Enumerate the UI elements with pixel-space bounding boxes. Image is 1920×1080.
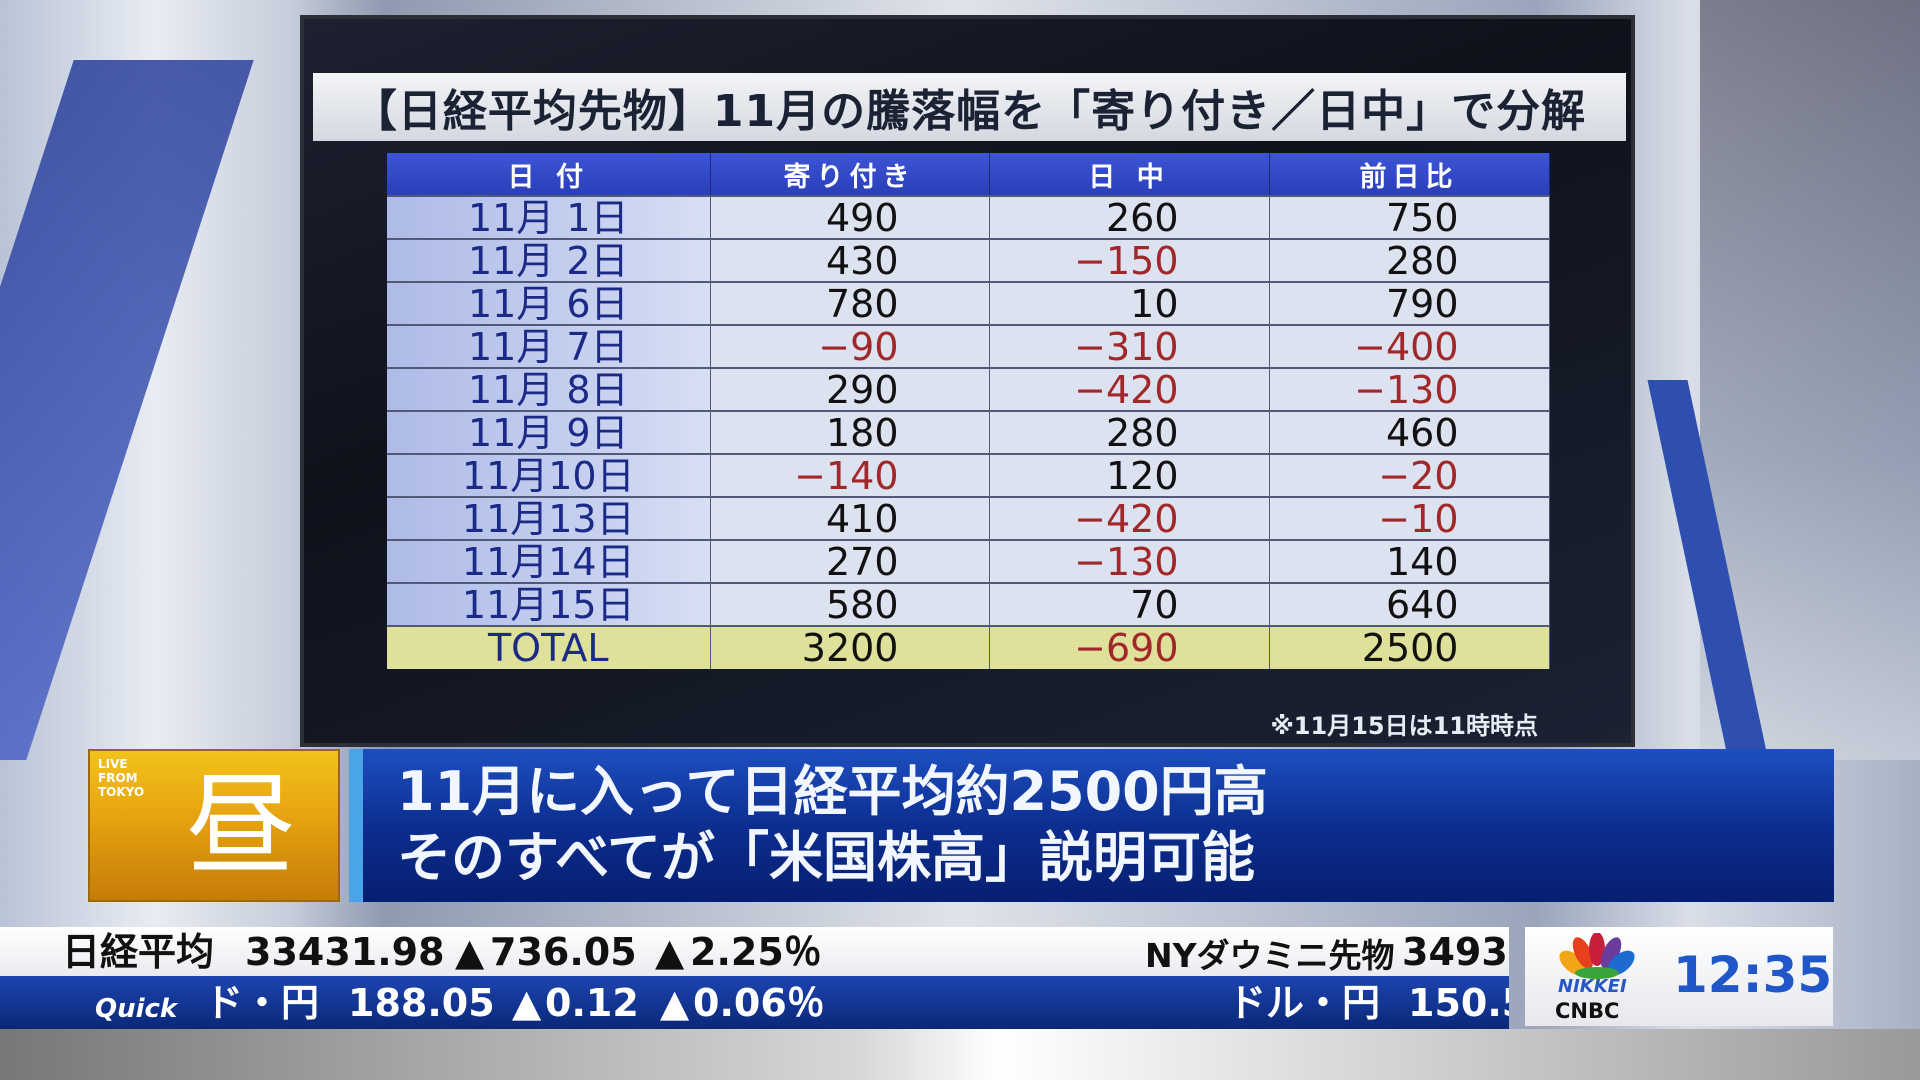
cell-date: 11月 9日 [387, 410, 711, 454]
ticker-pct: 0.06％ [693, 981, 825, 1025]
cell-change: 640 [1269, 582, 1550, 626]
cell-intraday: −420 [989, 367, 1270, 411]
ticker-pct: 2.25％ [690, 930, 822, 974]
column-header-date: 日 付 [387, 153, 711, 196]
table-row: 11月 8日 290 −420 −130 [387, 367, 1550, 411]
cell-open: 780 [710, 281, 990, 325]
table-row: 11月14日 270 −130 140 [387, 539, 1550, 583]
cell-intraday: −130 [989, 539, 1270, 583]
cell-intraday: −310 [989, 324, 1270, 368]
cell-intraday: −690 [989, 625, 1270, 669]
quick-logo: Quick [95, 994, 178, 1024]
cell-intraday: 260 [989, 195, 1270, 239]
table-row: 11月 2日 430 −150 280 [387, 238, 1550, 282]
cell-change: 280 [1269, 238, 1550, 282]
ticker-value: 33431.98 [245, 930, 445, 974]
cell-open: 430 [710, 238, 990, 282]
data-table: 日 付 寄り付き 日 中 前日比 11月 1日 490 260 750 11月 2日 43… [387, 153, 1550, 669]
ticker-change: 0.12 [545, 981, 639, 1025]
live-from-tokyo-label: LIVE FROM TOKYO [98, 757, 145, 799]
ticker-value-2: 150.5 [1408, 981, 1509, 1025]
headline-banner: 11月に入って日経平均約2500円高 そのすべてが「米国株高」説明可能 [349, 749, 1834, 902]
peacock-icon [1559, 933, 1635, 979]
cell-change: −130 [1269, 367, 1550, 411]
cell-open: 3200 [710, 625, 990, 669]
cell-open: 290 [710, 367, 990, 411]
table-row: 11月 6日 780 10 790 [387, 281, 1550, 325]
cell-intraday: −150 [989, 238, 1270, 282]
ticker-top: 日経平均 33431.98 ▲ 736.05 ▲ 2.25％ NYダウミニ先物 … [0, 927, 1509, 976]
program-badge: LIVE FROM TOKYO 昼 [88, 749, 340, 902]
column-header-intraday: 日 中 [989, 153, 1270, 196]
cell-date: 11月14日 [387, 539, 711, 583]
cell-open: 180 [710, 410, 990, 454]
cell-date: 11月 6日 [387, 281, 711, 325]
ticker-name-2: NYダウミニ先物 [1145, 936, 1395, 975]
ticker-name: 日経平均 [62, 930, 215, 974]
cell-date: 11月 8日 [387, 367, 711, 411]
column-header-change: 前日比 [1269, 153, 1550, 196]
up-arrow-icon: ▲ [660, 981, 690, 1025]
cell-intraday: 70 [989, 582, 1270, 626]
cell-date: 11月 1日 [387, 195, 711, 239]
cell-date: 11月 7日 [387, 324, 711, 368]
cell-change: 2500 [1269, 625, 1550, 669]
footnote: ※11月15日は11時時点 [1270, 712, 1538, 740]
cell-change: −400 [1269, 324, 1550, 368]
nikkei-wordmark: NIKKEI [1558, 976, 1627, 997]
cell-change: −10 [1269, 496, 1550, 540]
ticker-value-2: 3493 [1402, 930, 1508, 974]
column-header-open: 寄り付き [710, 153, 990, 196]
program-kanji: 昼 [186, 762, 296, 890]
table-header: 日 付 寄り付き 日 中 前日比 [387, 153, 1550, 196]
cell-date: 11月10日 [387, 453, 711, 497]
table-row: 11月10日 −140 120 −20 [387, 453, 1550, 497]
cell-date: 11月 2日 [387, 238, 711, 282]
cell-intraday: 10 [989, 281, 1270, 325]
cell-date: 11月15日 [387, 582, 711, 626]
cell-intraday: 120 [989, 453, 1270, 497]
cell-change: 750 [1269, 195, 1550, 239]
table-row: 11月 7日 −90 −310 −400 [387, 324, 1550, 368]
headline-line-1: 11月に入って日経平均約2500円高 [397, 760, 1268, 823]
cell-date: 11月13日 [387, 496, 711, 540]
up-arrow-icon: ▲ [512, 981, 542, 1025]
ticker-value: 188.05 [348, 981, 495, 1025]
total-row: TOTAL 3200 −690 2500 [387, 625, 1550, 669]
cell-change: −20 [1269, 453, 1550, 497]
cell-change: 790 [1269, 281, 1550, 325]
cell-open: −140 [710, 453, 990, 497]
clock: 12:35 [1673, 946, 1833, 1004]
cell-open: 580 [710, 582, 990, 626]
studio-background [0, 60, 254, 760]
headline-line-2: そのすべてが「米国株高」説明可能 [397, 826, 1256, 889]
cell-open: 270 [710, 539, 990, 583]
up-arrow-icon: ▲ [455, 930, 485, 974]
ticker-bottom: Quick ド・円 188.05 ▲ 0.12 ▲ 0.06％ ドル・円 150… [0, 976, 1509, 1029]
cell-intraday: −420 [989, 496, 1270, 540]
cell-open: −90 [710, 324, 990, 368]
ticker-name-2: ドル・円 [1228, 981, 1381, 1025]
cell-open: 490 [710, 195, 990, 239]
nikkei-cnbc-logo-box: NIKKEI CNBC 12:35 [1525, 927, 1833, 1026]
cnbc-wordmark: CNBC [1555, 999, 1620, 1023]
table-row: 11月 1日 490 260 750 [387, 195, 1550, 239]
ticker-change: 736.05 [490, 930, 637, 974]
studio-floor [0, 1029, 1920, 1080]
cell-change: 140 [1269, 539, 1550, 583]
cell-change: 460 [1269, 410, 1550, 454]
cell-date: TOTAL [387, 625, 711, 669]
screen-title: 【日経平均先物】11月の騰落幅を「寄り付き／日中」で分解 [313, 73, 1626, 141]
up-arrow-icon: ▲ [655, 930, 685, 974]
cell-open: 410 [710, 496, 990, 540]
table-row: 11月 9日 180 280 460 [387, 410, 1550, 454]
table-row: 11月13日 410 −420 −10 [387, 496, 1550, 540]
table-row: 11月15日 580 70 640 [387, 582, 1550, 626]
cell-intraday: 280 [989, 410, 1270, 454]
ticker-name: ド・円 [205, 981, 320, 1025]
table-body: 11月 1日 490 260 750 11月 2日 430 −150 280 11月 6日 780… [387, 195, 1550, 669]
